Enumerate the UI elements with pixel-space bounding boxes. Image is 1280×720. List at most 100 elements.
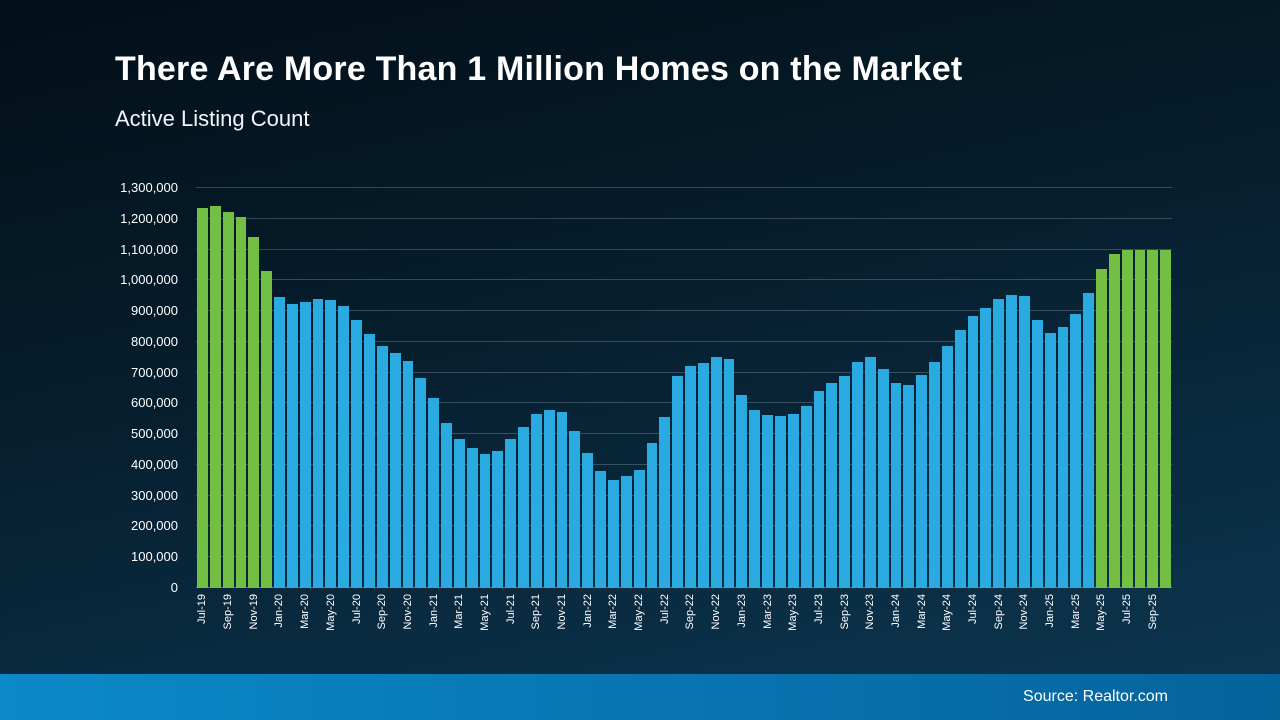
x-tick-cell xyxy=(1058,592,1069,652)
x-tick-label: Jul-25 xyxy=(1121,594,1134,624)
x-tick-cell: May-20 xyxy=(324,592,337,652)
y-tick-label: 700,000 xyxy=(131,364,178,380)
x-tick-cell xyxy=(338,592,349,652)
x-tick-cell: Jan-22 xyxy=(581,592,594,652)
x-tick-cell xyxy=(621,592,632,652)
source-label: Source: Realtor.com xyxy=(1023,688,1168,705)
bar-Jul-23 xyxy=(813,391,825,588)
x-tick-label: Jan-22 xyxy=(581,594,594,628)
bar-Nov-24 xyxy=(1019,295,1030,588)
gridline xyxy=(196,433,1172,435)
bars xyxy=(196,188,1172,588)
gridline xyxy=(196,187,1172,188)
x-tick-cell: Sep-19 xyxy=(222,592,235,652)
x-tick-cell: Mar-24 xyxy=(916,592,928,652)
bar-Jul-24 xyxy=(967,316,979,588)
bar-Apr-22 xyxy=(620,475,632,588)
x-tick-label: Mar-23 xyxy=(761,594,774,629)
x-tick-cell: Nov-21 xyxy=(556,592,569,652)
bar-Apr-24 xyxy=(929,362,940,588)
x-tick-cell xyxy=(980,592,991,652)
x-tick-cell: Nov-23 xyxy=(864,592,876,652)
gridline xyxy=(196,248,1172,250)
x-tick-cell xyxy=(826,592,837,652)
x-tick-label: Mar-20 xyxy=(299,594,312,629)
x-tick-label: May-25 xyxy=(1095,594,1108,631)
bar-Jan-23 xyxy=(736,395,748,588)
x-tick-cell xyxy=(955,592,966,652)
y-tick-label: 0 xyxy=(170,580,178,595)
bar-Jul-25 xyxy=(1121,249,1133,588)
x-tick-label: Jul-19 xyxy=(196,594,209,624)
x-tick-cell: May-24 xyxy=(941,592,953,652)
x-tick-cell: Nov-24 xyxy=(1018,592,1031,652)
x-tick-label: Nov-21 xyxy=(556,594,569,630)
x-tick-cell xyxy=(775,592,786,652)
bar-Feb-23 xyxy=(749,410,761,588)
bar-Sep-25 xyxy=(1147,249,1159,588)
bar-Jun-22 xyxy=(646,443,658,588)
bar-May-23 xyxy=(787,414,799,588)
gridline xyxy=(196,279,1172,281)
y-tick-label: 600,000 xyxy=(131,395,178,411)
x-tick-cell: Sep-23 xyxy=(839,592,851,652)
x-tick-label: Sep-19 xyxy=(222,594,235,630)
gridline xyxy=(196,340,1172,342)
y-tick-label: 1,100,000 xyxy=(120,241,178,257)
bar-Jul-21 xyxy=(505,439,517,588)
bar-May-20 xyxy=(325,300,337,588)
bar-Aug-20 xyxy=(363,334,375,588)
bar-Jul-22 xyxy=(659,416,671,588)
x-tick-cell: Mar-23 xyxy=(761,592,774,652)
bar-Sep-19 xyxy=(222,212,234,588)
x-tick-cell: Jan-23 xyxy=(736,592,748,652)
x-tick-cell xyxy=(724,592,735,652)
y-tick-label: 200,000 xyxy=(131,518,178,534)
x-tick-cell: Jan-20 xyxy=(273,592,285,652)
x-tick-cell xyxy=(415,592,426,652)
bar-Feb-22 xyxy=(595,471,606,588)
x-tick-cell xyxy=(801,592,812,652)
x-tick-label: Nov-24 xyxy=(1018,594,1031,630)
bar-May-25 xyxy=(1096,269,1107,588)
bar-Nov-20 xyxy=(402,361,414,588)
x-tick-label: May-20 xyxy=(324,594,337,631)
x-tick-cell xyxy=(1160,592,1171,652)
x-tick-cell xyxy=(698,592,709,652)
bar-Jun-20 xyxy=(338,306,350,588)
y-tick-label: 1,200,000 xyxy=(120,210,178,226)
x-tick-label: Mar-25 xyxy=(1069,594,1082,629)
x-tick-cell: Jul-24 xyxy=(967,592,979,652)
x-tick-cell xyxy=(1032,592,1043,652)
gridline xyxy=(196,217,1172,219)
x-tick-cell: Sep-20 xyxy=(376,592,388,652)
chart-title: There Are More Than 1 Million Homes on t… xyxy=(115,50,963,88)
x-tick-cell xyxy=(544,592,555,652)
bar-Aug-25 xyxy=(1134,250,1146,588)
x-tick-cell xyxy=(929,592,940,652)
bar-Aug-22 xyxy=(672,375,684,588)
bar-Jan-21 xyxy=(428,397,440,588)
bar-Mar-25 xyxy=(1070,313,1082,588)
x-tick-cell xyxy=(390,592,401,652)
bar-Sep-24 xyxy=(993,298,1005,588)
y-tick-label: 1,300,000 xyxy=(120,180,178,195)
bar-Aug-21 xyxy=(518,426,529,588)
x-tick-cell: Jul-23 xyxy=(813,592,825,652)
bar-Apr-25 xyxy=(1083,293,1095,588)
x-tick-cell: Sep-22 xyxy=(684,592,696,652)
x-tick-cell xyxy=(261,592,272,652)
x-tick-cell xyxy=(364,592,375,652)
x-tick-label: Mar-21 xyxy=(453,594,466,629)
x-tick-label: May-23 xyxy=(787,594,800,631)
x-tick-label: Jul-21 xyxy=(504,594,517,624)
gridline xyxy=(196,463,1172,465)
bar-Dec-21 xyxy=(569,430,581,588)
bar-Apr-21 xyxy=(466,448,478,588)
x-tick-cell xyxy=(287,592,298,652)
bar-Jun-23 xyxy=(800,406,812,588)
x-tick-cell: Sep-21 xyxy=(530,592,542,652)
x-tick-cell xyxy=(878,592,889,652)
bar-Dec-24 xyxy=(1031,320,1043,588)
x-tick-cell xyxy=(1083,592,1094,652)
